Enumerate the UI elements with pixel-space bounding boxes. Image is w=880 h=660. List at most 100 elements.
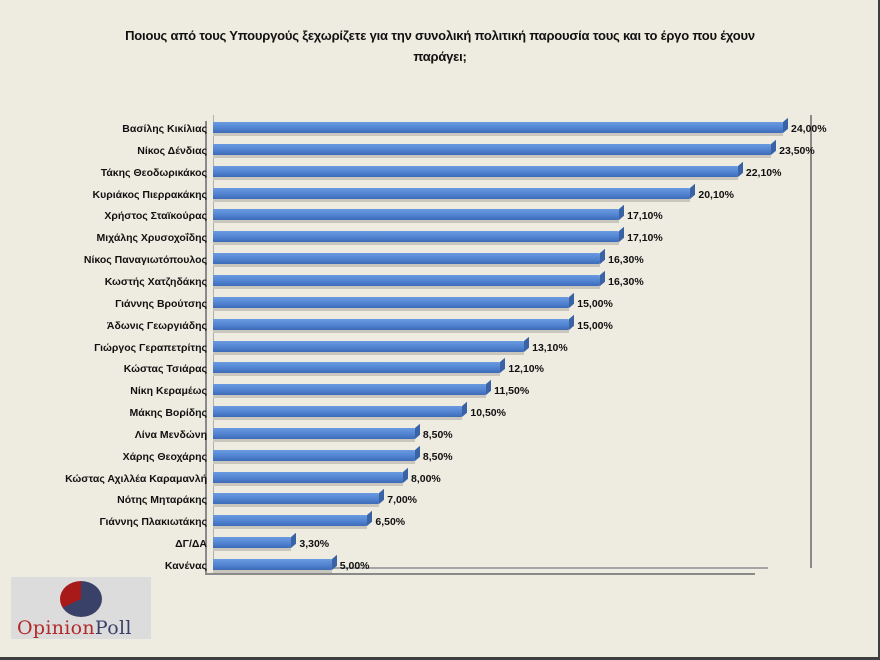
value-label: 13,10% [532, 341, 568, 354]
category-label: Τάκης Θεοδωρικάκος [100, 166, 207, 179]
floor-back-line [213, 567, 768, 569]
category-label: Γιώργος Γεραπετρίτης [94, 341, 207, 354]
value-label: 22,10% [745, 166, 782, 179]
value-label: 15,00% [577, 319, 613, 332]
bar-shadow [213, 548, 292, 552]
category-label: Βασίλης Κικίλιας [122, 123, 207, 135]
bar-row: Χάρης Θεοχάρης 8,50% [0, 448, 880, 468]
bar [213, 209, 620, 221]
bar-shadow [213, 285, 601, 289]
value-label: 7,00% [387, 494, 418, 507]
bar-shadow [213, 504, 380, 508]
category-label: Λίνα Μενδώνη [134, 428, 207, 441]
value-label: 17,10% [627, 210, 663, 223]
bar-row: Κωστής Χατζηδάκης 16,30% [0, 273, 880, 293]
y-axis-line [205, 121, 207, 575]
bar-row: Τάκης Θεοδωρικάκος 22,10% [0, 164, 880, 184]
bar [213, 493, 380, 505]
bar-row: Άδωνις Γεωργιάδης 15,00% [0, 317, 880, 337]
category-label: Άδωνις Γεωργιάδης [106, 319, 207, 332]
value-label: 8,50% [422, 450, 453, 463]
bar-shadow [213, 154, 772, 158]
category-label: Νίκος Δένδιας [137, 144, 207, 157]
bar-row: Νίκη Κεραμέως 11,50% [0, 382, 880, 402]
bar [213, 122, 783, 133]
chart-title-line2: παράγει; [413, 49, 467, 64]
value-label: 8,00% [411, 472, 441, 485]
bar [213, 296, 570, 308]
bar [213, 362, 501, 374]
bar-shadow [213, 373, 501, 377]
bar-row: Μάκης Βορίδης 10,50% [0, 404, 880, 424]
bar-shadow [213, 133, 783, 136]
logo-text: OpinionPoll [17, 617, 132, 639]
bar [213, 253, 601, 265]
value-label: 15,00% [577, 297, 613, 310]
value-label: 16,30% [608, 275, 644, 288]
bar-row: Μιχάλης Χρυσοχοΐδης 17,10% [0, 229, 880, 249]
value-label: 12,10% [508, 363, 544, 376]
category-label: Γιάννης Βρούτσης [115, 297, 207, 310]
bar-shadow [213, 329, 570, 333]
bar-row: Λίνα Μενδώνη 8,50% [0, 426, 880, 446]
bar-shadow [213, 438, 415, 442]
logo-text-opinion: Opinion [17, 617, 95, 639]
category-label: Κωστής Χατζηδάκης [104, 275, 207, 288]
category-label: Κυριάκος Πιερρακάκης [92, 188, 207, 201]
bar [213, 143, 772, 155]
bar-row: Νίκος Παναγιωτόπουλος 16,30% [0, 251, 880, 271]
bar-row: Κανένας 5,00% [0, 557, 880, 577]
category-label: Κώστας Αχιλλέα Καραμανλή [65, 472, 207, 485]
value-label: 23,50% [779, 144, 815, 157]
bar-shadow [213, 176, 738, 180]
bar-row: Κώστας Τσιάρας 12,10% [0, 360, 880, 380]
bar-row: Βασίλης Κικίλιας 24,00% [0, 120, 880, 140]
chart-title-line1: Ποιους από τους Υπουργούς ξεχωρίζετε για… [125, 28, 755, 43]
bar-row: Γιάννης Βρούτσης 15,00% [0, 295, 880, 315]
bar-shadow [213, 307, 570, 311]
value-label: 6,50% [375, 516, 406, 529]
bar-row: Κυριάκος Πιερρακάκης 20,10% [0, 186, 880, 206]
category-label: Νίκος Παναγιωτόπουλος [83, 254, 207, 267]
bar [213, 559, 332, 570]
bar-shadow [213, 242, 620, 246]
category-label: Χάρης Θεοχάρης [122, 450, 207, 463]
bar-row: Κώστας Αχιλλέα Καραμανλή 8,00% [0, 470, 880, 490]
bar-shadow [213, 264, 601, 268]
bar-shadow [213, 198, 691, 202]
category-label: Χρήστος Σταϊκούρας [104, 210, 207, 223]
bar-shadow [213, 417, 463, 421]
value-label: 20,10% [698, 188, 734, 201]
bar [213, 231, 620, 243]
category-label: Μάκης Βορίδης [129, 407, 208, 420]
logo-text-poll: Poll [94, 617, 132, 639]
value-label: 24,00% [791, 123, 827, 135]
bar-row: Χρήστος Σταϊκούρας 17,10% [0, 207, 880, 227]
value-label: 3,30% [299, 538, 330, 551]
value-label: 16,30% [608, 254, 644, 267]
value-label: 5,00% [339, 560, 370, 572]
chart-title: Ποιους από τους Υπουργούς ξεχωρίζετε για… [40, 25, 840, 67]
bar [213, 274, 601, 286]
bar-row: ΔΓ/ΔΑ 3,30% [0, 535, 880, 555]
category-label: Κανένας [164, 560, 207, 572]
bar-shadow [213, 482, 403, 486]
category-label: Γιάννης Πλακιωτάκης [99, 516, 208, 529]
pie-logo-icon [60, 581, 102, 617]
bar-shadow [213, 220, 620, 224]
frame-border-bottom [0, 657, 880, 660]
bar-shadow [213, 460, 415, 464]
bar-shadow [213, 570, 332, 573]
bar-shadow [213, 351, 525, 355]
frame-border-right [878, 0, 880, 660]
bar-row: Νότης Μηταράκης 7,00% [0, 491, 880, 511]
bar [213, 471, 403, 483]
category-label: Νίκη Κεραμέως [130, 385, 207, 398]
bar [213, 537, 292, 549]
bar [213, 406, 463, 418]
bar [213, 187, 691, 199]
bar [213, 340, 525, 352]
value-label: 11,50% [494, 385, 530, 398]
value-label: 8,50% [422, 428, 453, 441]
category-label: Νότης Μηταράκης [117, 494, 207, 507]
